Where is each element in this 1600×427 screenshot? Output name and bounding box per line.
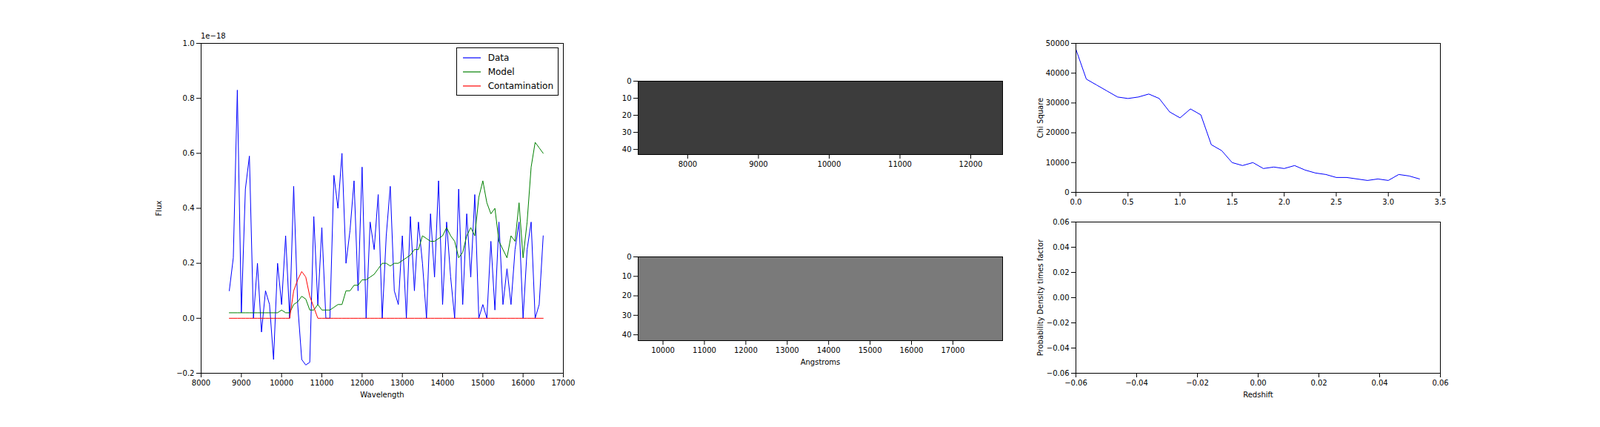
svg-text:12000: 12000 [734, 345, 758, 355]
svg-text:3.0: 3.0 [1382, 197, 1395, 206]
svg-text:10000: 10000 [651, 345, 675, 355]
svg-text:50000: 50000 [1045, 39, 1070, 48]
svg-text:−0.02: −0.02 [1046, 318, 1070, 327]
svg-text:30: 30 [622, 311, 632, 320]
svg-text:1.5: 1.5 [1225, 197, 1238, 206]
svg-text:17000: 17000 [551, 378, 576, 387]
svg-text:Wavelength: Wavelength [360, 390, 404, 399]
svg-text:0.00: 0.00 [1249, 378, 1266, 387]
svg-text:0.0: 0.0 [182, 314, 195, 323]
svg-text:40000: 40000 [1045, 68, 1070, 78]
svg-text:Chi Square: Chi Square [1036, 97, 1045, 138]
svg-text:12000: 12000 [959, 160, 983, 169]
svg-text:Angstroms: Angstroms [800, 357, 841, 366]
svg-text:9000: 9000 [748, 160, 768, 169]
svg-text:20: 20 [622, 291, 632, 300]
svg-text:0.0: 0.0 [1070, 197, 1083, 206]
svg-text:14000: 14000 [817, 345, 841, 355]
svg-text:20: 20 [622, 111, 632, 120]
svg-text:14000: 14000 [431, 378, 455, 387]
svg-text:1.0: 1.0 [1174, 197, 1186, 206]
svg-text:30: 30 [622, 128, 632, 137]
svg-text:10000: 10000 [1045, 158, 1070, 167]
svg-text:0.02: 0.02 [1310, 378, 1327, 387]
svg-text:−0.06: −0.06 [1064, 378, 1088, 387]
svg-text:16000: 16000 [900, 345, 924, 355]
svg-text:8000: 8000 [191, 378, 211, 387]
svg-text:Flux: Flux [154, 200, 163, 217]
svg-text:11000: 11000 [310, 378, 335, 387]
svg-text:13000: 13000 [390, 378, 415, 387]
svg-text:11000: 11000 [888, 160, 912, 169]
svg-text:20000: 20000 [1045, 128, 1070, 137]
svg-text:0.4: 0.4 [182, 203, 195, 212]
svg-text:15000: 15000 [858, 345, 883, 355]
svg-text:0.04: 0.04 [1052, 242, 1069, 252]
svg-text:40: 40 [622, 145, 632, 154]
svg-text:3.5: 3.5 [1434, 197, 1447, 206]
svg-text:−0.06: −0.06 [1046, 368, 1070, 378]
html-text:Contamination: Contamination [487, 80, 554, 91]
svg-text:8000: 8000 [678, 160, 698, 169]
svg-text:15000: 15000 [471, 378, 495, 387]
svg-text:2.0: 2.0 [1278, 197, 1291, 206]
svg-text:0.2: 0.2 [182, 258, 195, 267]
svg-text:12000: 12000 [350, 378, 375, 387]
svg-text:0: 0 [1064, 188, 1069, 197]
svg-text:0.04: 0.04 [1371, 378, 1388, 387]
html-text:Model: Model [487, 66, 515, 77]
svg-text:9000: 9000 [231, 378, 251, 387]
svg-text:−0.04: −0.04 [1046, 343, 1070, 352]
svg-text:16000: 16000 [511, 378, 535, 387]
svg-text:0.06: 0.06 [1052, 217, 1069, 226]
svg-text:Probability Density times fact: Probability Density times factor [1036, 238, 1045, 356]
svg-text:11000: 11000 [692, 345, 717, 355]
html-text:Data: Data [487, 52, 510, 63]
svg-text:40: 40 [622, 330, 632, 339]
svg-text:0.6: 0.6 [182, 148, 195, 158]
svg-text:10: 10 [622, 271, 632, 280]
svg-text:0.8: 0.8 [182, 94, 195, 103]
svg-text:10000: 10000 [269, 378, 294, 387]
svg-text:−0.04: −0.04 [1125, 378, 1149, 387]
svg-text:10000: 10000 [817, 160, 842, 169]
svg-text:30000: 30000 [1045, 98, 1070, 107]
svg-text:0: 0 [626, 77, 632, 86]
svg-text:−0.2: −0.2 [176, 368, 195, 378]
svg-text:Redshift: Redshift [1242, 390, 1274, 399]
svg-text:0.00: 0.00 [1052, 293, 1069, 302]
svg-text:17000: 17000 [941, 345, 966, 355]
svg-text:13000: 13000 [775, 345, 800, 355]
svg-text:0.5: 0.5 [1122, 197, 1135, 206]
html-text:1e−18: 1e−18 [200, 31, 226, 40]
svg-text:−0.02: −0.02 [1185, 378, 1209, 387]
svg-text:0.06: 0.06 [1431, 378, 1449, 387]
svg-text:1.0: 1.0 [182, 39, 195, 48]
svg-text:2.5: 2.5 [1330, 197, 1343, 206]
svg-text:0: 0 [626, 252, 632, 261]
svg-text:0.02: 0.02 [1052, 268, 1069, 277]
svg-text:10: 10 [622, 94, 632, 103]
